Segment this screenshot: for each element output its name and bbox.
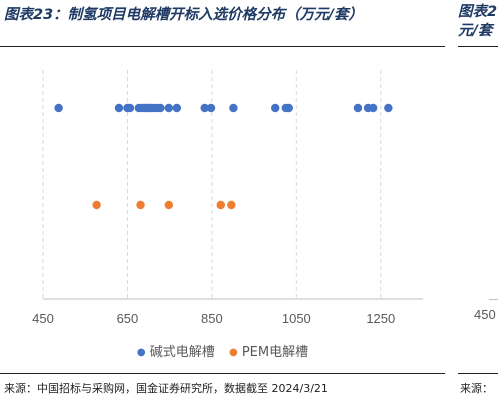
pem-data-point [92,200,101,210]
alkaline-data-point [156,103,165,113]
alkaline-data-point [125,103,135,113]
legend-item-pem: ● PEM电解槽 [229,345,308,360]
x-tick-label: 1250 [366,311,395,326]
x-tick-label: 650 [117,311,139,326]
chart-title: 图表23：制氢项目电解槽开标入选价格分布（万元/套） [4,7,363,23]
alkaline-data-point [271,103,280,113]
adjacent-source-divider [458,373,498,374]
adjacent-title-line-1: 图表2 [458,4,498,20]
adjacent-source-note: 来源： [460,382,493,395]
adjacent-title-line-2: 元/套 [458,23,493,39]
pem-data-point [227,200,236,210]
adjacent-chart-axis [489,299,498,300]
x-tick-label: 1050 [282,311,311,326]
alkaline-data-point [164,103,174,113]
source-note: 来源：中国招标与采购网，国金证券研究所，数据截至 2024/3/21 [4,382,328,395]
alkaline-data-point [284,103,293,113]
x-tick-labels: 450 650 850 1050 1250 [32,311,395,326]
title-divider [0,46,445,47]
chart-legend: ● 碱式电解槽 ● PEM电解槽 [0,341,445,360]
alkaline-data-point [200,103,209,113]
x-tick-label: 450 [32,311,54,326]
alkaline-data-point [114,103,124,113]
legend-label-pem: PEM电解槽 [241,345,309,360]
pem-data-point [136,200,145,210]
source-divider [0,373,445,374]
alkaline-data-point [384,103,393,113]
adjacent-chart-tick: 450 [474,307,496,322]
pem-data-point [216,200,225,210]
pem-data-point [164,200,174,210]
alkaline-data-point [206,103,216,113]
alkaline-data-point [229,103,238,113]
adjacent-chart-title-fragment: 图表2 元/套 [458,3,497,41]
alkaline-data-point [172,103,182,113]
x-tick-label: 850 [201,311,223,326]
scatter-chart: 450 650 850 1050 1250 [32,70,423,326]
legend-marker-pem: ● [228,347,238,358]
legend-marker-alkaline: ● [136,347,146,358]
data-points [54,103,393,210]
alkaline-data-point [54,103,63,113]
legend-label-alkaline: 碱式电解槽 [149,345,215,360]
adjacent-title-divider [458,46,498,47]
legend-item-alkaline: ● 碱式电解槽 [137,345,219,360]
alkaline-data-point [353,103,363,113]
alkaline-data-point [368,103,378,113]
